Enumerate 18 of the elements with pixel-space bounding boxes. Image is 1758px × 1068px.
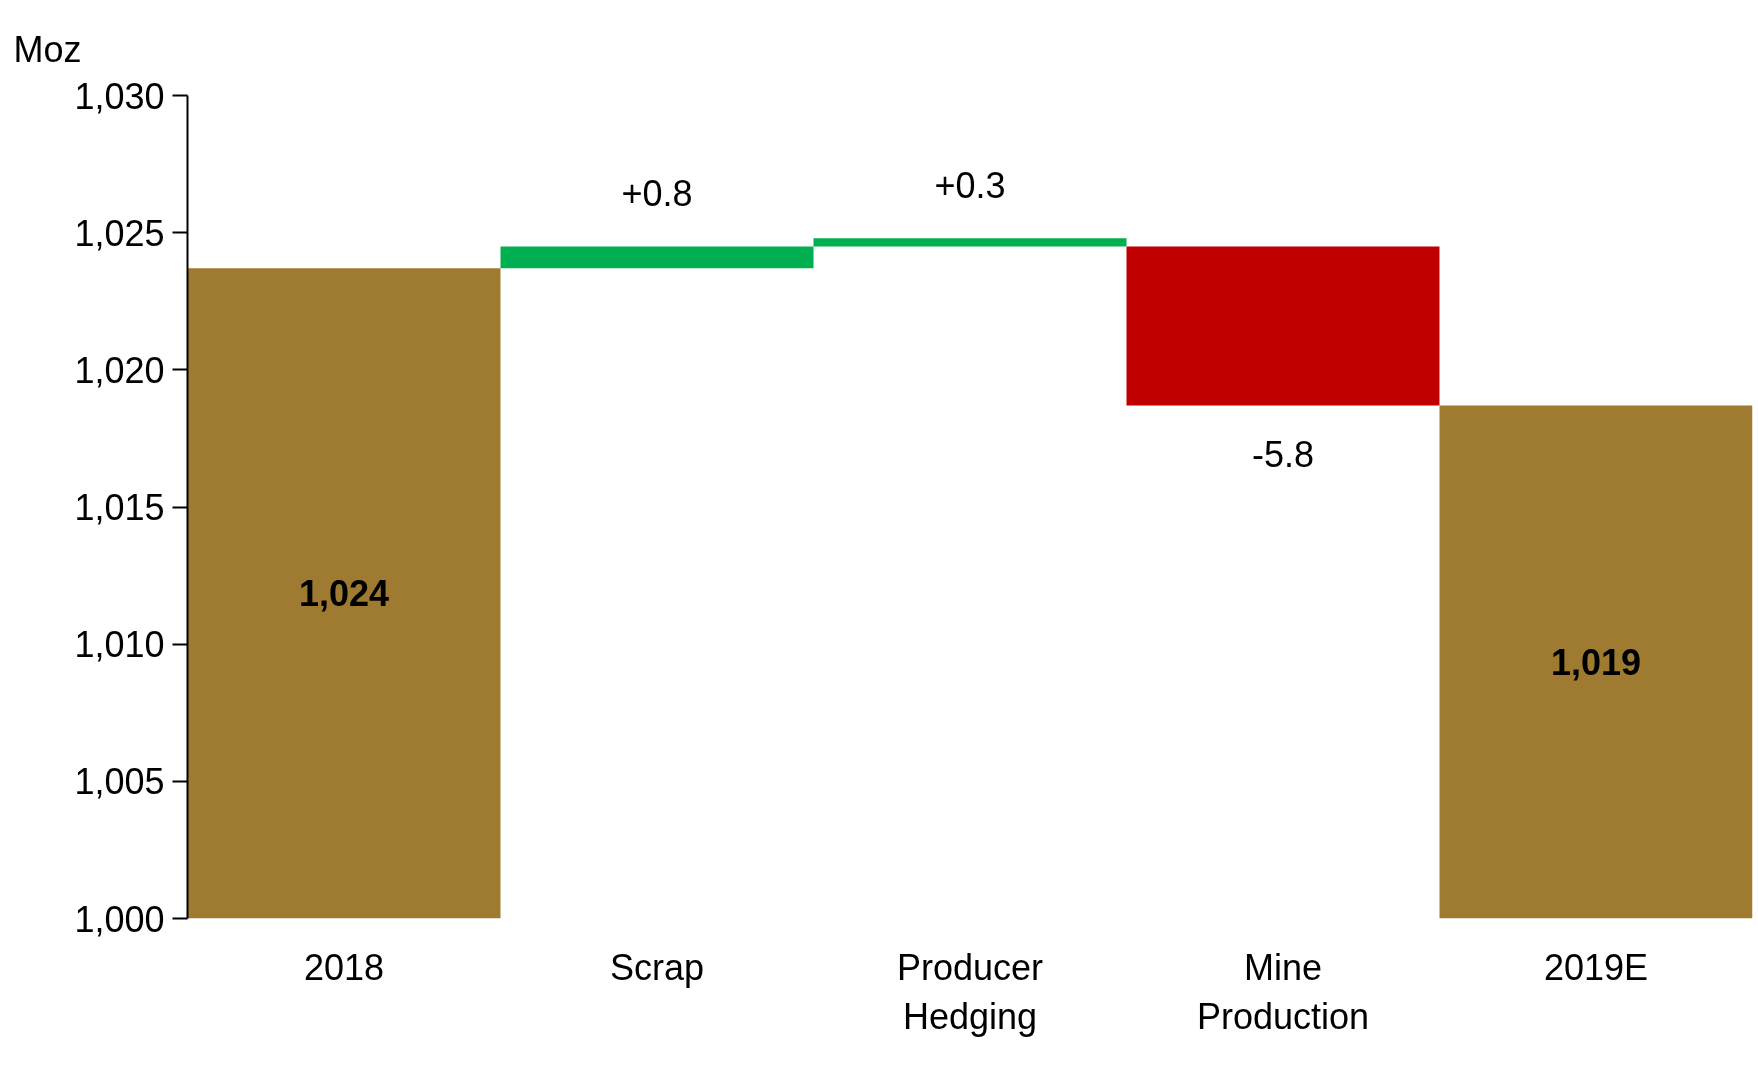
y-tick-label: 1,005 bbox=[74, 761, 165, 803]
y-tick-label: 1,000 bbox=[74, 898, 165, 940]
data-label: 1,019 bbox=[1550, 642, 1642, 683]
x-tick-label: 2018 bbox=[303, 946, 385, 988]
y-tick-label: 1,025 bbox=[74, 212, 165, 254]
x-tick-label: Mine Production bbox=[1196, 946, 1370, 1037]
x-tick-label: 2019E bbox=[1543, 946, 1649, 988]
y-axis-title: Moz bbox=[13, 28, 82, 70]
x-tick-label: Scrap bbox=[609, 946, 705, 988]
x-tick-label: Producer Hedging bbox=[896, 946, 1044, 1037]
y-tick-label: 1,015 bbox=[74, 487, 165, 528]
y-tick-label: 1,030 bbox=[74, 75, 165, 117]
y-tick-label: 1,020 bbox=[74, 349, 165, 391]
data-label: +0.8 bbox=[621, 173, 693, 215]
data-label: +0.3 bbox=[934, 165, 1006, 207]
data-label: 1,024 bbox=[298, 573, 390, 615]
y-tick-label: 1,010 bbox=[74, 624, 165, 666]
data-label: -5.8 bbox=[1251, 434, 1315, 476]
